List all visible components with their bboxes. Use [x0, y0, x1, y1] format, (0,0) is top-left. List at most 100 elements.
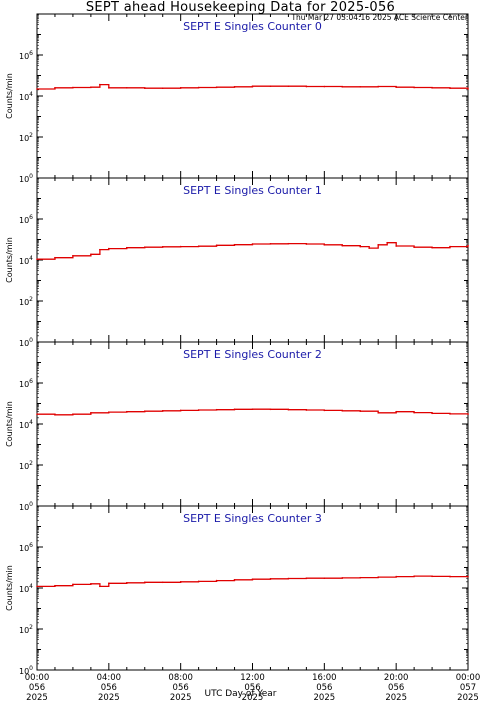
data-point [449, 413, 451, 415]
data-point [467, 244, 469, 247]
data-point [72, 255, 74, 257]
data-point [108, 87, 110, 89]
series-line [37, 242, 469, 260]
y-tick-label: 100 [19, 173, 33, 184]
data-point [377, 412, 380, 414]
x-tick-label: 057 [460, 683, 476, 693]
data-point [36, 258, 38, 260]
data-point [99, 248, 101, 251]
data-point [269, 242, 272, 245]
x-tick-label: 2025 [98, 693, 120, 703]
data-point [413, 575, 415, 577]
data-point [125, 410, 128, 413]
data-point [125, 87, 128, 89]
x-tick-label: 2025 [242, 693, 264, 703]
data-point [108, 411, 110, 413]
x-tick-label: 00:00 [456, 673, 481, 683]
data-point [395, 575, 397, 578]
data-point [251, 85, 254, 88]
x-tick-label: 08:00 [168, 673, 193, 683]
data-point [251, 578, 254, 580]
y-tick-label: 100 [19, 501, 33, 512]
data-point [287, 242, 290, 245]
data-point [431, 246, 433, 249]
data-point [467, 88, 469, 90]
panel-3: 100 102 104 106 SEPT E Singles Counter 3 Coun… [5, 505, 469, 676]
data-point [323, 409, 326, 412]
data-point [377, 576, 380, 578]
data-point [305, 243, 308, 245]
x-axis-label: UTC Day of Year [204, 689, 277, 699]
series-line [37, 408, 469, 416]
x-tick-label: 12:00 [240, 673, 265, 683]
data-point [143, 410, 146, 413]
data-point [161, 410, 164, 412]
data-point [215, 244, 218, 247]
data-point [368, 247, 371, 249]
data-point [323, 85, 326, 88]
data-point [323, 577, 326, 580]
data-point [341, 410, 344, 412]
data-point [108, 582, 110, 585]
data-point [359, 86, 362, 88]
data-point [359, 410, 362, 413]
x-tick-label: 056 [244, 683, 260, 693]
plot-frame [36, 177, 469, 343]
series-line [37, 575, 468, 588]
panel-1: 100 102 104 106 SEPT E Singles Counter 1 Coun… [5, 177, 469, 348]
data-point [143, 246, 146, 249]
data-point [431, 87, 433, 89]
data-point [36, 88, 38, 90]
x-tick-label: 056 [29, 683, 45, 693]
x-tick-label: 2025 [170, 693, 192, 703]
data-point [125, 246, 128, 249]
y-tick-label: 106 [19, 542, 33, 553]
data-point [99, 585, 101, 588]
data-point [233, 579, 236, 581]
y-tick-label: 104 [19, 583, 33, 594]
panel-2: 100 102 104 106 SEPT E Singles Counter 2 Coun… [5, 341, 469, 512]
data-point [251, 243, 254, 245]
figure-title: SEPT ahead Housekeeping Data for 2025-05… [85, 0, 396, 15]
data-point [179, 87, 182, 89]
panel-title: SEPT E Singles Counter 1 [183, 184, 322, 197]
y-tick-label: 104 [19, 255, 33, 266]
data-point [54, 256, 56, 259]
data-point [179, 581, 182, 583]
data-point [305, 85, 308, 88]
data-point [54, 414, 56, 416]
data-point [413, 411, 415, 414]
x-tick-label: 2025 [314, 693, 336, 703]
data-point [341, 577, 344, 579]
data-point [395, 410, 397, 413]
data-point [36, 585, 38, 588]
x-tick-label: 04:00 [97, 673, 122, 683]
data-point [54, 584, 56, 587]
data-point [386, 241, 388, 244]
panel-0: 100 102 104 106 SEPT E Singles Counter 0 Coun… [5, 13, 469, 184]
data-point [287, 577, 290, 580]
y-tick-label: 106 [19, 50, 33, 61]
y-axis-label: Counts/min [5, 73, 14, 119]
data-point [323, 244, 326, 246]
x-tick-label: 056 [388, 683, 404, 693]
data-point [90, 583, 92, 585]
y-tick-label: 102 [19, 624, 33, 635]
data-point [233, 243, 236, 246]
data-point [359, 245, 362, 248]
x-tick-label: 2025 [26, 693, 48, 703]
data-point [269, 85, 272, 88]
data-point [179, 409, 182, 412]
x-tick-label: 16:00 [312, 673, 337, 683]
data-point [197, 86, 200, 89]
y-axis-label: Counts/min [5, 237, 14, 283]
data-point [72, 86, 74, 89]
data-point [431, 575, 433, 578]
plot-frame [36, 341, 469, 507]
y-tick-label: 106 [19, 378, 33, 389]
generation-timestamp: Thu Mar 27 03:04:16 2025 ACE Science Cen… [291, 13, 468, 22]
data-point [125, 581, 128, 584]
data-point [467, 413, 469, 416]
data-point [449, 87, 451, 90]
data-point [233, 86, 236, 88]
